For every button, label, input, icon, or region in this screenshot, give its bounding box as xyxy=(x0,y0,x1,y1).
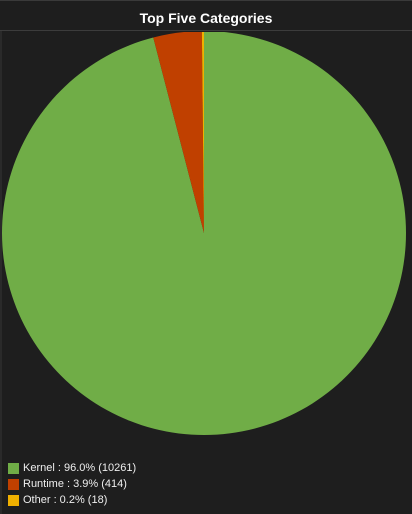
legend-swatch-kernel xyxy=(8,462,19,474)
legend-swatch-other xyxy=(8,494,19,506)
legend-item-kernel: Kernel : 96.0% (10261) xyxy=(8,460,308,476)
panel-edge xyxy=(0,31,2,514)
legend-label-runtime: Runtime : 3.9% (414) xyxy=(23,478,127,490)
chart-legend: Kernel : 96.0% (10261) Runtime : 3.9% (4… xyxy=(8,460,308,508)
pie-chart xyxy=(2,32,406,435)
pie-slice-runtime xyxy=(153,32,204,233)
legend-label-kernel: Kernel : 96.0% (10261) xyxy=(23,462,137,474)
pie-slice-other xyxy=(201,32,204,233)
legend-item-runtime: Runtime : 3.9% (414) xyxy=(8,476,308,492)
pie-slice-kernel xyxy=(2,32,406,435)
legend-swatch-runtime xyxy=(8,478,19,490)
legend-item-other: Other : 0.2% (18) xyxy=(8,492,308,508)
chart-title: Top Five Categories xyxy=(139,10,273,26)
chart-header: Top Five Categories xyxy=(0,1,412,31)
legend-label-other: Other : 0.2% (18) xyxy=(23,494,108,506)
